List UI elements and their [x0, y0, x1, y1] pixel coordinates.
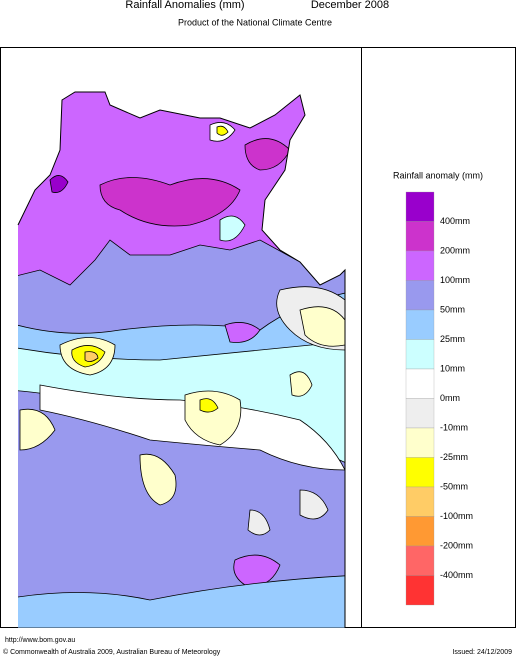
legend-swatch — [405, 486, 435, 517]
footer-url: http://www.bom.gov.au — [5, 637, 75, 644]
legend-swatch — [405, 545, 435, 576]
legend-swatch — [405, 339, 435, 370]
legend-label: 200mm — [440, 245, 470, 255]
map-period: December 2008 — [311, 0, 389, 11]
legend-label: -200mm — [440, 540, 473, 550]
legend-label: 0mm — [440, 393, 460, 403]
legend-label: 25mm — [440, 334, 465, 344]
legend-title: Rainfall anomaly (mm) — [393, 170, 483, 180]
legend-swatch — [405, 516, 435, 547]
legend-label: 400mm — [440, 216, 470, 226]
legend-label: 100mm — [440, 275, 470, 285]
legend-swatch — [405, 309, 435, 340]
footer-issued: Issued: 24/12/2009 — [452, 649, 512, 656]
anomaly-map — [18, 92, 345, 628]
footer-copyright: © Commonwealth of Australia 2009, Austra… — [3, 648, 221, 656]
legend-swatch — [405, 398, 435, 429]
map-title: Rainfall Anomalies (mm) — [125, 0, 244, 11]
legend-swatch — [405, 427, 435, 458]
legend: 400mm 200mm 100mm 50mm 25mm 10mm 0mm -10mm -25mm… — [405, 191, 473, 606]
legend-swatch — [405, 280, 435, 311]
legend-swatch — [405, 575, 435, 606]
legend-label: -10mm — [440, 422, 468, 432]
legend-label: -25mm — [440, 452, 468, 462]
legend-swatch — [405, 250, 435, 281]
legend-swatch — [405, 368, 435, 399]
legend-label: -100mm — [440, 511, 473, 521]
legend-label: -50mm — [440, 481, 468, 491]
coastline — [17, 91, 346, 628]
legend-label: 50mm — [440, 304, 465, 314]
legend-swatch — [405, 457, 435, 488]
legend-label: 10mm — [440, 363, 465, 373]
legend-swatch — [405, 191, 435, 222]
legend-swatch — [405, 221, 435, 252]
legend-label: -400mm — [440, 570, 473, 580]
map-subtitle: Product of the National Climate Centre — [178, 17, 332, 27]
